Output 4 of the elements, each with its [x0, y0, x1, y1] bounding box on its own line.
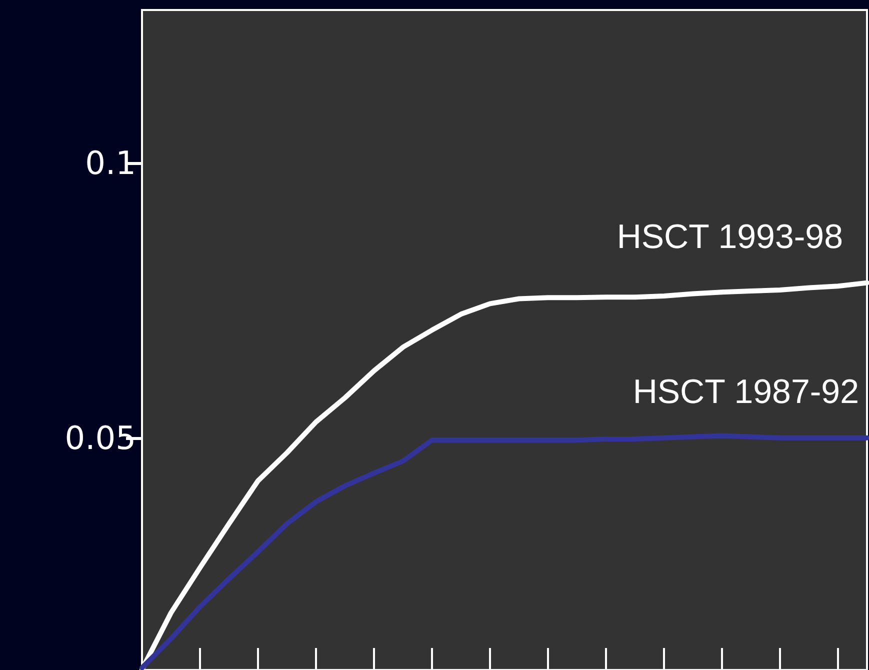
y-tick-label: 0.1: [85, 144, 136, 182]
y-tick-label: 0.05: [64, 418, 136, 457]
series-label: HSCT 1987-92: [632, 372, 859, 411]
series-label: HSCT 1993-98: [616, 218, 843, 256]
